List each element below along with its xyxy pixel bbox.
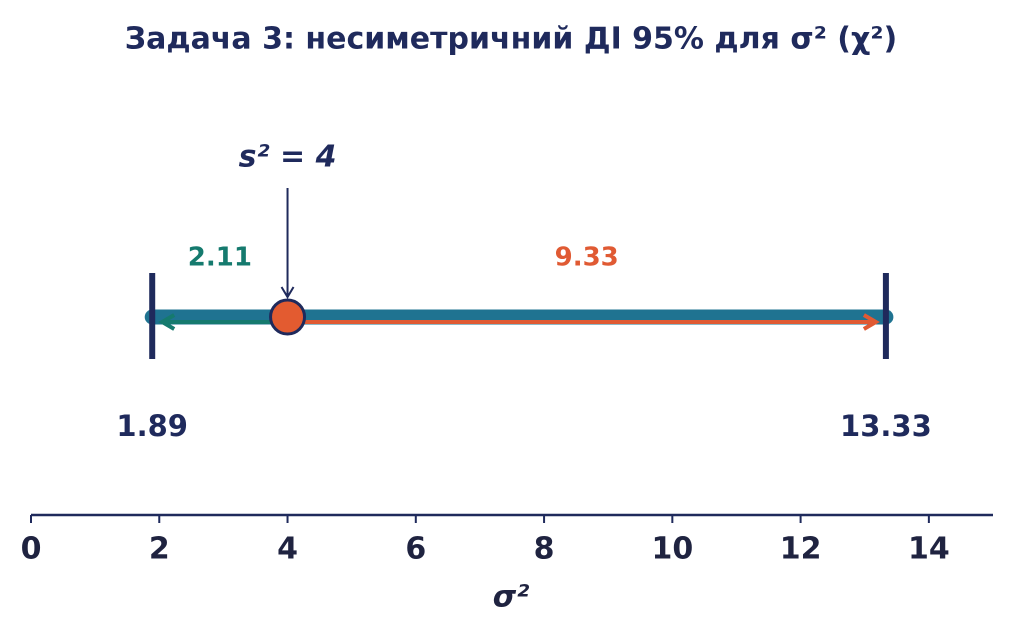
x-tick-label: 0 (21, 532, 42, 567)
bound-label: 1.89 (116, 409, 188, 443)
x-tick-label: 10 (651, 532, 693, 567)
estimate-point (269, 298, 307, 336)
x-tick-label: 14 (908, 532, 950, 567)
x-tick-label: 8 (534, 532, 555, 567)
x-tick-label: 6 (405, 532, 426, 567)
right-distance-arrow (299, 313, 880, 331)
left-distance-arrow (158, 313, 276, 331)
x-tick-label: 12 (780, 532, 822, 567)
bound-label: 13.33 (840, 409, 932, 443)
left-distance-label: 2.11 (188, 243, 252, 273)
x-tick-label: 4 (277, 532, 298, 567)
x-tick-label: 2 (149, 532, 170, 567)
annotation-arrowhead (280, 286, 295, 299)
chart-title: Задача 3: несиметричний ДІ 95% для σ² (χ… (125, 22, 897, 57)
x-axis-label: σ² (493, 580, 530, 615)
estimate-label: s² = 4 (239, 140, 337, 175)
right-distance-label: 9.33 (555, 243, 619, 273)
